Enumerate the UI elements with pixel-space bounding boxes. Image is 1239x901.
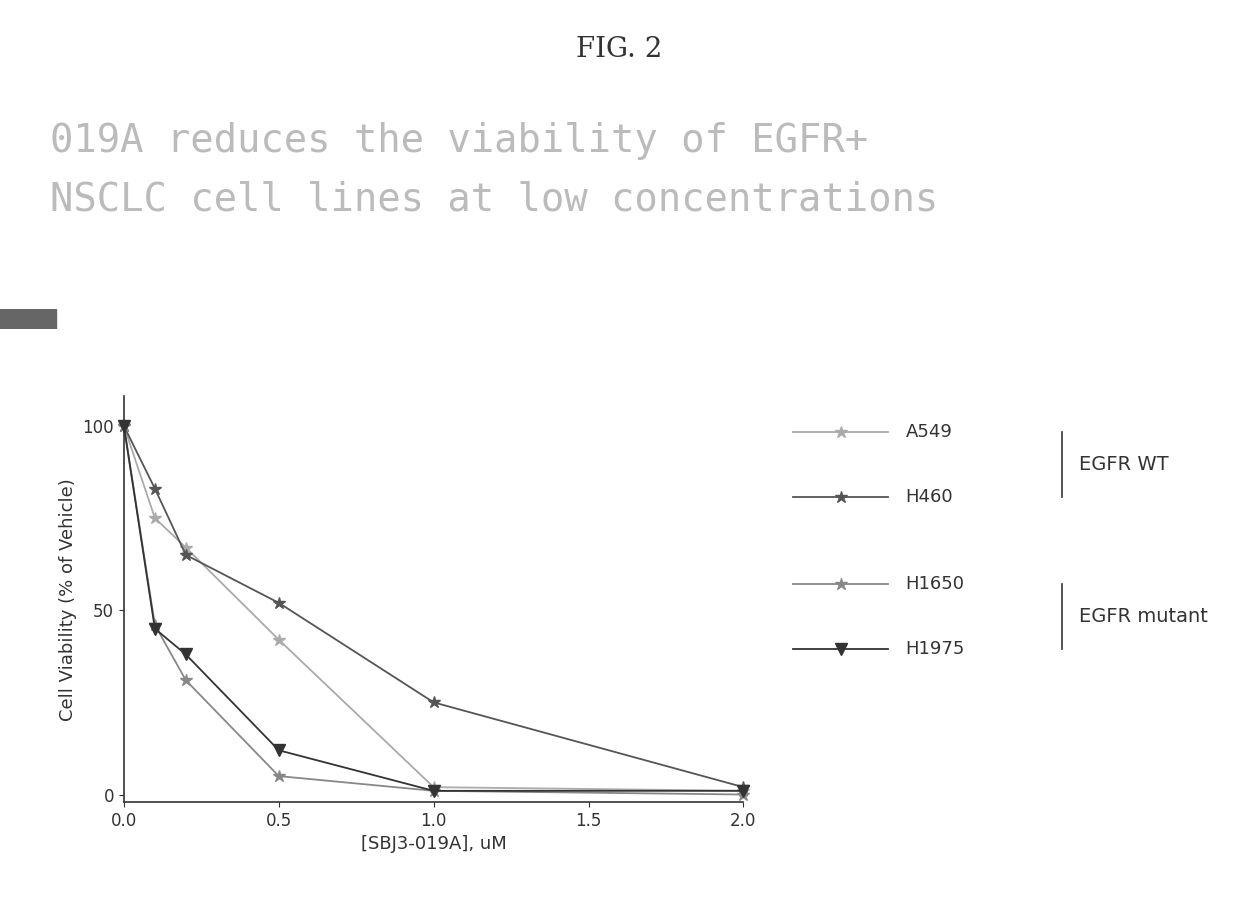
Text: H1975: H1975 (906, 640, 965, 658)
Text: 019A reduces the viability of EGFR+: 019A reduces the viability of EGFR+ (50, 122, 867, 159)
Text: FIG. 2: FIG. 2 (576, 36, 663, 63)
Text: H1650: H1650 (906, 575, 965, 593)
Text: EGFR WT: EGFR WT (1079, 455, 1168, 475)
Text: EGFR mutant: EGFR mutant (1079, 606, 1208, 626)
Y-axis label: Cell Viability (% of Vehicle): Cell Viability (% of Vehicle) (59, 478, 77, 721)
Text: A549: A549 (906, 423, 953, 441)
Text: H460: H460 (906, 488, 953, 506)
Text: NSCLC cell lines at low concentrations: NSCLC cell lines at low concentrations (50, 180, 938, 218)
Bar (0, 309, 56, 329)
X-axis label: [SBJ3-019A], uM: [SBJ3-019A], uM (361, 835, 507, 853)
